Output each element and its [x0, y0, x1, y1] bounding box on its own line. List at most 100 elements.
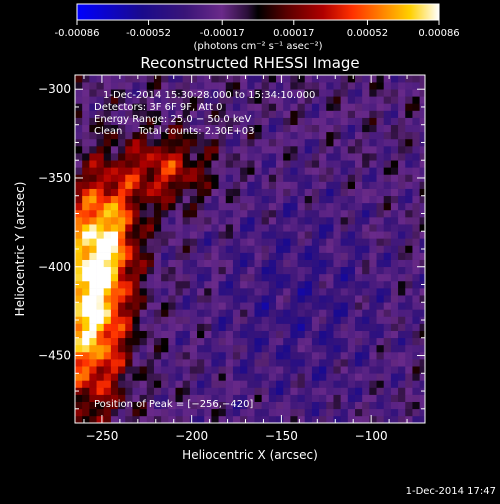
heatmap-cell — [211, 82, 219, 90]
heatmap-cell — [297, 344, 306, 353]
heatmap-cell — [132, 174, 140, 182]
heatmap-cell — [340, 181, 349, 189]
heatmap-cell — [390, 330, 399, 339]
heatmap-cell — [355, 146, 363, 154]
heatmap-cell — [197, 138, 205, 147]
heatmap-cell — [254, 238, 262, 246]
heatmap-cell — [340, 202, 349, 211]
heatmap-cell — [110, 89, 119, 97]
heatmap-cell — [240, 202, 248, 211]
heatmap-cell — [362, 160, 370, 168]
heatmap-cell — [333, 82, 341, 90]
heatmap-cell — [168, 131, 176, 140]
heatmap-cell — [261, 366, 270, 374]
heatmap-cell — [297, 202, 306, 211]
heatmap-cell — [139, 408, 148, 417]
heatmap-cell — [311, 316, 320, 324]
heatmap-cell — [103, 295, 112, 303]
heatmap-cell — [319, 359, 327, 367]
heatmap-cell — [240, 316, 248, 324]
heatmap-cell — [390, 238, 399, 246]
heatmap-cell — [168, 252, 176, 260]
heatmap-cell — [326, 309, 334, 317]
heatmap-cell — [355, 174, 363, 182]
heatmap-cell — [161, 288, 169, 296]
footer-timestamp: 1-Dec-2014 17:47 — [406, 486, 496, 497]
heatmap-cell — [161, 131, 169, 140]
heatmap-cell — [362, 373, 370, 381]
heatmap-cell — [153, 295, 162, 303]
heatmap-cell — [261, 174, 270, 182]
heatmap-cell — [340, 259, 349, 268]
info-time-range: 1-Dec-2014 15:30:28.000 to 15:34:10.000 — [103, 90, 315, 101]
heatmap-cell — [189, 295, 198, 303]
heatmap-cell — [283, 167, 291, 175]
heatmap-cell — [355, 415, 363, 423]
heatmap-cell — [333, 146, 341, 154]
heatmap-cell — [125, 245, 133, 253]
heatmap-cell — [369, 202, 377, 211]
heatmap-cell — [347, 280, 356, 289]
heatmap-cell — [362, 273, 370, 282]
heatmap-cell — [132, 238, 140, 246]
heatmap-cell — [89, 259, 97, 268]
heatmap-cell — [232, 131, 241, 140]
heatmap-cell — [398, 103, 406, 111]
heatmap-cell — [218, 245, 227, 253]
heatmap-cell — [153, 351, 162, 360]
heatmap-cell — [89, 75, 97, 83]
heatmap-cell — [82, 344, 90, 353]
heatmap-cell — [161, 252, 169, 260]
heatmap-cell — [96, 231, 105, 239]
heatmap-cell — [319, 167, 327, 175]
heatmap-cell — [211, 309, 219, 317]
heatmap-cell — [261, 323, 270, 331]
heatmap-cell — [376, 82, 385, 90]
heatmap-cell — [405, 82, 413, 90]
heatmap-cell — [326, 75, 334, 83]
heatmap-cell — [82, 146, 90, 154]
heatmap-cell — [340, 231, 349, 239]
heatmap-cell — [347, 110, 356, 118]
heatmap-cell — [311, 146, 320, 154]
heatmap-cell — [319, 366, 327, 374]
heatmap-cell — [340, 323, 349, 331]
heatmap-cell — [369, 280, 377, 289]
heatmap-cell — [189, 110, 198, 118]
heatmap-cell — [89, 224, 97, 232]
heatmap-cell — [204, 273, 212, 282]
heatmap-cell — [96, 131, 105, 140]
heatmap-cell — [175, 344, 183, 353]
heatmap-cell — [261, 103, 270, 111]
heatmap-cell — [290, 252, 298, 260]
heatmap-cell — [405, 224, 413, 232]
heatmap-cell — [189, 309, 198, 317]
heatmap-cell — [175, 415, 183, 423]
heatmap-cell — [276, 209, 284, 218]
heatmap-cell — [254, 323, 262, 331]
heatmap-cell — [369, 408, 377, 417]
heatmap-cell — [254, 344, 262, 353]
heatmap-cell — [412, 82, 420, 90]
heatmap-cell — [419, 195, 425, 204]
heatmap-cell — [182, 82, 191, 90]
heatmap-cell — [304, 366, 313, 374]
heatmap-cell — [168, 245, 176, 253]
heatmap-cell — [161, 394, 169, 402]
heatmap-cell — [168, 401, 176, 410]
heatmap-cell — [412, 280, 420, 289]
heatmap-cell — [125, 323, 133, 331]
heatmap-cell — [276, 288, 284, 296]
heatmap-cell — [304, 160, 313, 168]
heatmap-cell — [419, 224, 425, 232]
heatmap-cell — [290, 380, 298, 388]
heatmap-cell — [153, 89, 162, 97]
heatmap-cell — [232, 82, 241, 90]
heatmap-cell — [405, 295, 413, 303]
heatmap-cell — [326, 131, 334, 140]
heatmap-cell — [146, 82, 155, 90]
heatmap-cell — [75, 153, 83, 161]
heatmap-cell — [390, 266, 399, 275]
heatmap-cell — [175, 188, 183, 197]
heatmap-cell — [75, 273, 83, 282]
